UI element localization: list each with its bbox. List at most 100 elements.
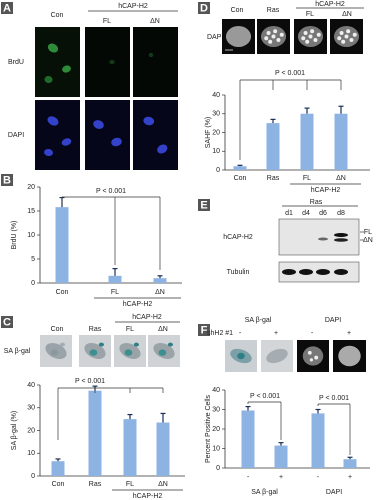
bar	[334, 113, 348, 170]
cell	[237, 352, 245, 360]
cell	[307, 350, 312, 355]
x-tick-label: Con	[52, 481, 65, 488]
x-tick-label: +	[279, 474, 283, 481]
bar	[55, 207, 69, 283]
label: FL	[306, 11, 314, 18]
cell	[133, 342, 139, 347]
bar	[266, 123, 280, 170]
sahf-focus	[268, 39, 273, 44]
annotation: P < 0.001	[75, 378, 105, 385]
label: Con	[231, 7, 244, 14]
label: -	[311, 330, 314, 337]
cell	[98, 342, 104, 347]
label: ΔN	[158, 326, 168, 333]
micrograph	[133, 100, 178, 170]
cell	[338, 345, 361, 367]
label: D	[200, 2, 208, 14]
cell	[44, 75, 53, 84]
y-tick-label: 10	[27, 232, 35, 239]
label: Con	[51, 12, 64, 19]
y-tick-label: 0	[31, 280, 35, 287]
cell	[61, 138, 72, 146]
cell	[124, 349, 133, 356]
x-tick-label: FL	[126, 481, 134, 488]
label: ΔN	[342, 11, 352, 18]
label: +	[274, 330, 278, 337]
y-axis-label: SAHF (%)	[205, 117, 212, 149]
x-tick-label: FL	[303, 175, 311, 182]
micrograph	[85, 100, 130, 170]
y-tick-label: 40	[27, 382, 35, 389]
cell	[93, 120, 104, 129]
cell	[89, 349, 98, 356]
label: SA β-gal	[4, 348, 31, 355]
y-axis-label: SA β-gal (%)	[11, 411, 18, 450]
sahf-focus	[273, 29, 278, 34]
label: hCAP-H2	[223, 234, 253, 241]
sahf-focus	[276, 38, 281, 42]
cell	[225, 26, 252, 47]
sahf-focus	[313, 38, 318, 42]
y-tick-label: 0	[31, 473, 35, 480]
sahf-focus	[279, 32, 284, 37]
label: Ras	[267, 7, 280, 14]
y-tick-label: 10	[212, 148, 220, 155]
cell	[62, 65, 71, 73]
x-tick-label: Ras	[89, 481, 102, 488]
cell	[59, 342, 65, 347]
y-tick-label: 40	[212, 387, 220, 394]
x-tick-label: Ras	[267, 175, 280, 182]
x-tick-label: Con	[56, 289, 69, 296]
band	[316, 269, 330, 275]
group-label: DAPI	[326, 489, 342, 496]
letter-box	[1, 2, 13, 14]
bar	[233, 166, 247, 170]
label: hCAP-H2	[118, 3, 148, 10]
annotation: P < 0.001	[96, 188, 126, 195]
sahf-focus	[308, 34, 313, 39]
micrograph	[35, 100, 80, 170]
y-tick-label: 0	[216, 167, 220, 174]
label: Tubulin	[227, 269, 250, 276]
micrograph	[35, 27, 80, 97]
x-tick-label: -	[247, 474, 250, 481]
cell	[143, 116, 155, 126]
bar	[153, 278, 167, 283]
x-tick-label: +	[348, 474, 352, 481]
label: DAPI	[207, 34, 223, 41]
label: BrdU	[8, 59, 24, 66]
label: SA β-gal	[245, 317, 272, 324]
y-axis-label: Percent Positive Cells	[205, 394, 212, 463]
label: DAPI	[325, 317, 341, 324]
sahf-focus	[349, 38, 354, 42]
group-label: SA β-gal	[251, 489, 278, 496]
sahf-focus	[346, 29, 351, 34]
bar	[343, 459, 357, 468]
label: A	[3, 2, 11, 14]
sahf-focus	[337, 36, 342, 41]
band	[299, 269, 313, 275]
label: FL	[103, 18, 111, 25]
letter-box	[1, 174, 13, 186]
label: E	[200, 199, 207, 211]
y-tick-label: 0	[216, 465, 220, 472]
group-label: hCAP-H2	[123, 301, 153, 308]
cell	[47, 43, 59, 53]
sahf-focus	[301, 36, 306, 41]
y-tick-label: 30	[212, 406, 220, 413]
label: d4	[302, 210, 310, 217]
cell	[157, 144, 168, 154]
group-label: hCAP-H2	[311, 187, 341, 194]
y-tick-label: 20	[27, 427, 35, 434]
y-tick-label: 15	[27, 208, 35, 215]
label: Con	[51, 326, 64, 333]
sahf-focus	[352, 32, 357, 37]
label: +	[347, 330, 351, 337]
band	[334, 269, 348, 275]
x-tick-label: FL	[111, 289, 119, 296]
group-label: hCAP-H2	[133, 493, 163, 500]
cell	[167, 342, 173, 347]
letter-box	[1, 316, 13, 328]
label: FL	[364, 229, 372, 236]
